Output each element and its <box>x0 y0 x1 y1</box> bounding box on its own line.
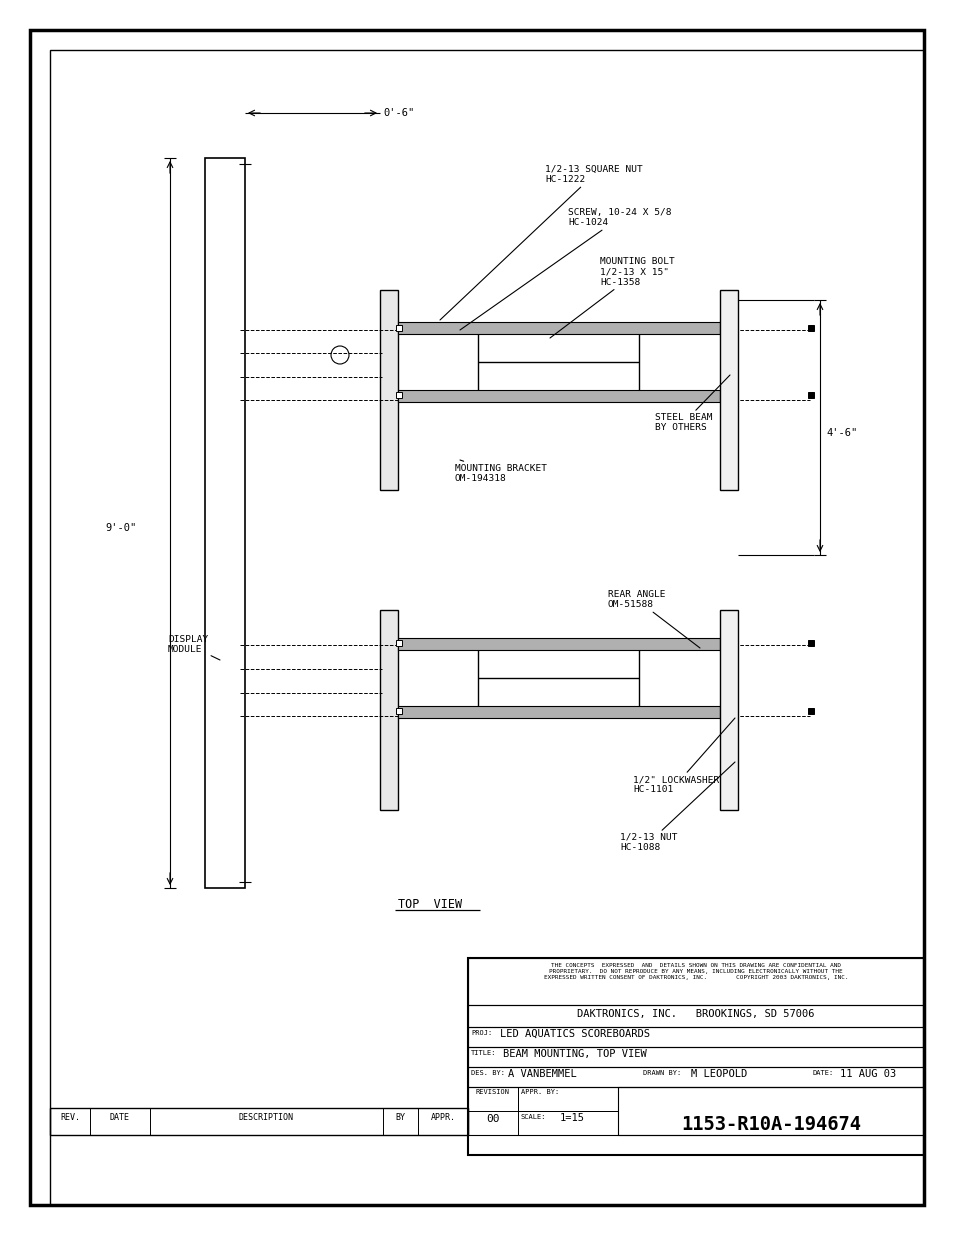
Text: DATE: DATE <box>110 1113 130 1123</box>
Bar <box>807 325 813 331</box>
Text: DRAWN BY:: DRAWN BY: <box>642 1070 680 1076</box>
Text: THE CONCEPTS  EXPRESSED  AND  DETAILS SHOWN ON THIS DRAWING ARE CONFIDENTIAL AND: THE CONCEPTS EXPRESSED AND DETAILS SHOWN… <box>543 963 847 979</box>
Bar <box>468 958 923 1005</box>
Text: STEEL BEAM
BY OTHERS: STEEL BEAM BY OTHERS <box>655 375 729 432</box>
Text: SCREW, 10-24 X 5/8
HC-1024: SCREW, 10-24 X 5/8 HC-1024 <box>459 207 671 330</box>
Text: DISPLAY
MODULE: DISPLAY MODULE <box>168 635 220 659</box>
Bar <box>395 708 401 714</box>
Bar <box>720 610 738 810</box>
Text: TOP  VIEW: TOP VIEW <box>397 898 461 911</box>
Bar <box>395 640 401 646</box>
Text: DESCRIPTION: DESCRIPTION <box>239 1113 294 1123</box>
Bar <box>517 1112 618 1135</box>
Text: REV.: REV. <box>60 1113 80 1123</box>
Text: DATE:: DATE: <box>812 1070 833 1076</box>
Text: DES. BY:: DES. BY: <box>471 1070 504 1076</box>
Text: 9'-0": 9'-0" <box>105 522 136 534</box>
Bar <box>618 1087 923 1135</box>
Text: BEAM MOUNTING, TOP VIEW: BEAM MOUNTING, TOP VIEW <box>502 1049 646 1058</box>
Bar <box>205 158 245 888</box>
Bar <box>807 640 813 646</box>
Bar <box>397 390 720 403</box>
Bar <box>379 610 397 810</box>
Text: 1153-R10A-194674: 1153-R10A-194674 <box>680 1115 861 1134</box>
Text: BY: BY <box>395 1113 405 1123</box>
Text: APPR.: APPR. <box>430 1113 455 1123</box>
Text: 11 AUG 03: 11 AUG 03 <box>840 1070 895 1079</box>
Text: SCALE:: SCALE: <box>520 1114 546 1120</box>
Text: 0'-6": 0'-6" <box>382 107 414 119</box>
Bar <box>397 638 720 650</box>
Text: APPR. BY:: APPR. BY: <box>520 1089 558 1095</box>
Bar <box>468 958 923 1155</box>
Text: TITLE:: TITLE: <box>471 1050 496 1056</box>
Bar <box>468 1087 517 1112</box>
Text: MOUNTING BOLT
1/2-13 X 15"
HC-1358: MOUNTING BOLT 1/2-13 X 15" HC-1358 <box>550 257 674 338</box>
Bar <box>468 1087 923 1135</box>
Bar <box>395 391 401 398</box>
Text: REAR ANGLE
OM-51588: REAR ANGLE OM-51588 <box>607 590 700 648</box>
Text: 1/2-13 NUT
HC-1088: 1/2-13 NUT HC-1088 <box>619 762 734 852</box>
Text: M LEOPOLD: M LEOPOLD <box>690 1070 746 1079</box>
Text: 1/2-13 SQUARE NUT
HC-1222: 1/2-13 SQUARE NUT HC-1222 <box>439 165 642 320</box>
Bar <box>517 1087 618 1112</box>
Bar <box>397 706 720 718</box>
Text: 1=15: 1=15 <box>559 1113 584 1123</box>
Text: MOUNTING BRACKET
OM-194318: MOUNTING BRACKET OM-194318 <box>455 459 546 483</box>
Text: 1/2" LOCKWASHER
HC-1101: 1/2" LOCKWASHER HC-1101 <box>633 718 734 794</box>
Text: 00: 00 <box>486 1114 499 1124</box>
Bar <box>397 322 720 333</box>
Bar <box>468 1005 923 1028</box>
Text: DAKTRONICS, INC.   BROOKINGS, SD 57006: DAKTRONICS, INC. BROOKINGS, SD 57006 <box>577 1009 814 1019</box>
Bar <box>395 325 401 331</box>
Bar <box>807 708 813 714</box>
Text: LED AQUATICS SCOREBOARDS: LED AQUATICS SCOREBOARDS <box>499 1029 649 1039</box>
Bar <box>468 1047 923 1067</box>
Bar <box>468 1028 923 1047</box>
Bar <box>720 290 738 490</box>
Bar <box>50 1108 468 1135</box>
Bar <box>468 1067 923 1087</box>
Text: REVISION: REVISION <box>476 1089 510 1095</box>
Text: A VANBEMMEL: A VANBEMMEL <box>507 1070 577 1079</box>
Text: 4'-6": 4'-6" <box>825 429 857 438</box>
Bar <box>379 290 397 490</box>
Text: PROJ:: PROJ: <box>471 1030 492 1036</box>
Bar <box>807 391 813 398</box>
